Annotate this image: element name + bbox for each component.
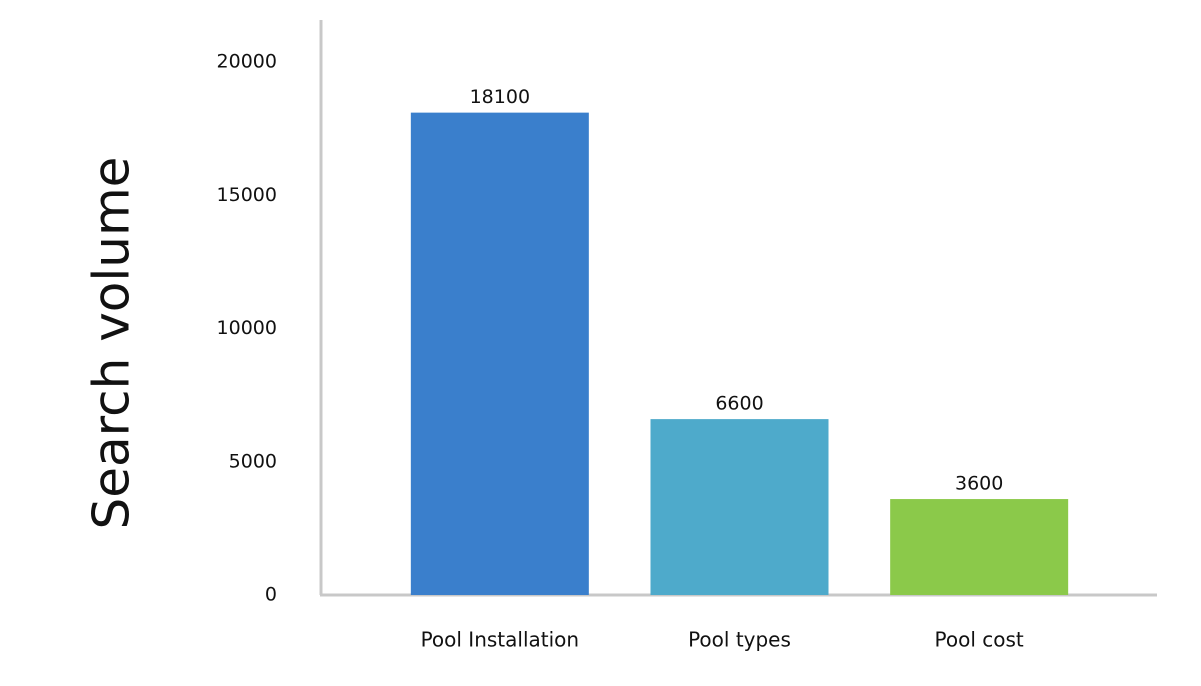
x-tick-label: Pool Installation <box>421 628 580 652</box>
x-tick-label: Pool types <box>688 628 791 652</box>
bar <box>890 499 1069 595</box>
y-tick-label: 0 <box>265 584 277 606</box>
value-label: 3600 <box>955 473 1003 495</box>
value-label: 18100 <box>470 86 530 108</box>
y-tick-label: 5000 <box>229 450 277 472</box>
value-label: 6600 <box>715 393 763 415</box>
bar <box>410 112 589 595</box>
x-tick-label: Pool cost <box>935 628 1024 652</box>
y-axis-label: Search volume <box>83 157 141 530</box>
y-tick-label: 20000 <box>217 51 277 73</box>
y-tick-label: 15000 <box>217 184 277 206</box>
y-tick-label: 10000 <box>217 317 277 339</box>
bar <box>650 419 829 595</box>
